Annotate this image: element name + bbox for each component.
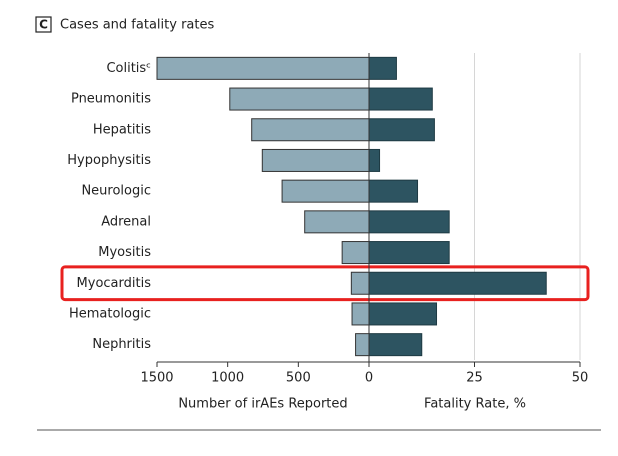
chart-title: Cases and fatality rates xyxy=(60,18,214,33)
category-label: Hepatitis xyxy=(93,122,151,137)
fatality-bar xyxy=(368,87,433,111)
x-tick-label: 1500 xyxy=(140,371,173,386)
case-bar xyxy=(251,118,370,142)
highlight-box xyxy=(60,265,590,302)
case-bar xyxy=(350,271,370,295)
case-bar xyxy=(261,148,370,172)
category-label: Pneumonitis xyxy=(71,92,151,107)
x-tick-label: 1000 xyxy=(211,371,244,386)
case-bar xyxy=(156,56,370,80)
case-bar xyxy=(351,302,370,326)
x2-tick-label: 25 xyxy=(466,371,483,386)
fatality-bar xyxy=(368,56,397,80)
category-label: Neurologic xyxy=(81,184,151,199)
fatality-bar xyxy=(368,302,438,326)
case-bar xyxy=(341,241,370,265)
category-label: Hematologic xyxy=(69,306,151,321)
case-bar xyxy=(281,179,370,203)
fatality-bar xyxy=(368,148,381,172)
category-label: Myositis xyxy=(98,245,151,260)
category-label: Hypophysitis xyxy=(67,153,151,168)
category-label: Adrenal xyxy=(101,214,151,229)
x-tick-label: 500 xyxy=(286,371,311,386)
x2-axis-label: Fatality Rate, % xyxy=(424,397,526,412)
fatality-bar xyxy=(368,210,450,234)
x-axis-label: Number of irAEs Reported xyxy=(178,397,347,412)
category-label: Myocarditis xyxy=(77,276,152,291)
fatality-bar xyxy=(368,333,423,357)
case-bar xyxy=(304,210,370,234)
category-label: Nephritis xyxy=(92,337,151,352)
category-label: Colitisᶜ xyxy=(106,61,151,76)
x2-tick-label: 50 xyxy=(572,371,589,386)
case-bar xyxy=(355,333,370,357)
x2-tick-label: 0 xyxy=(365,371,373,386)
case-bar xyxy=(229,87,370,111)
fatality-bar xyxy=(368,179,419,203)
fatality-bar xyxy=(368,241,450,265)
fatality-bar xyxy=(368,118,435,142)
panel-label: C xyxy=(39,18,48,32)
panel-box xyxy=(35,16,52,33)
fatality-bar xyxy=(368,271,547,295)
